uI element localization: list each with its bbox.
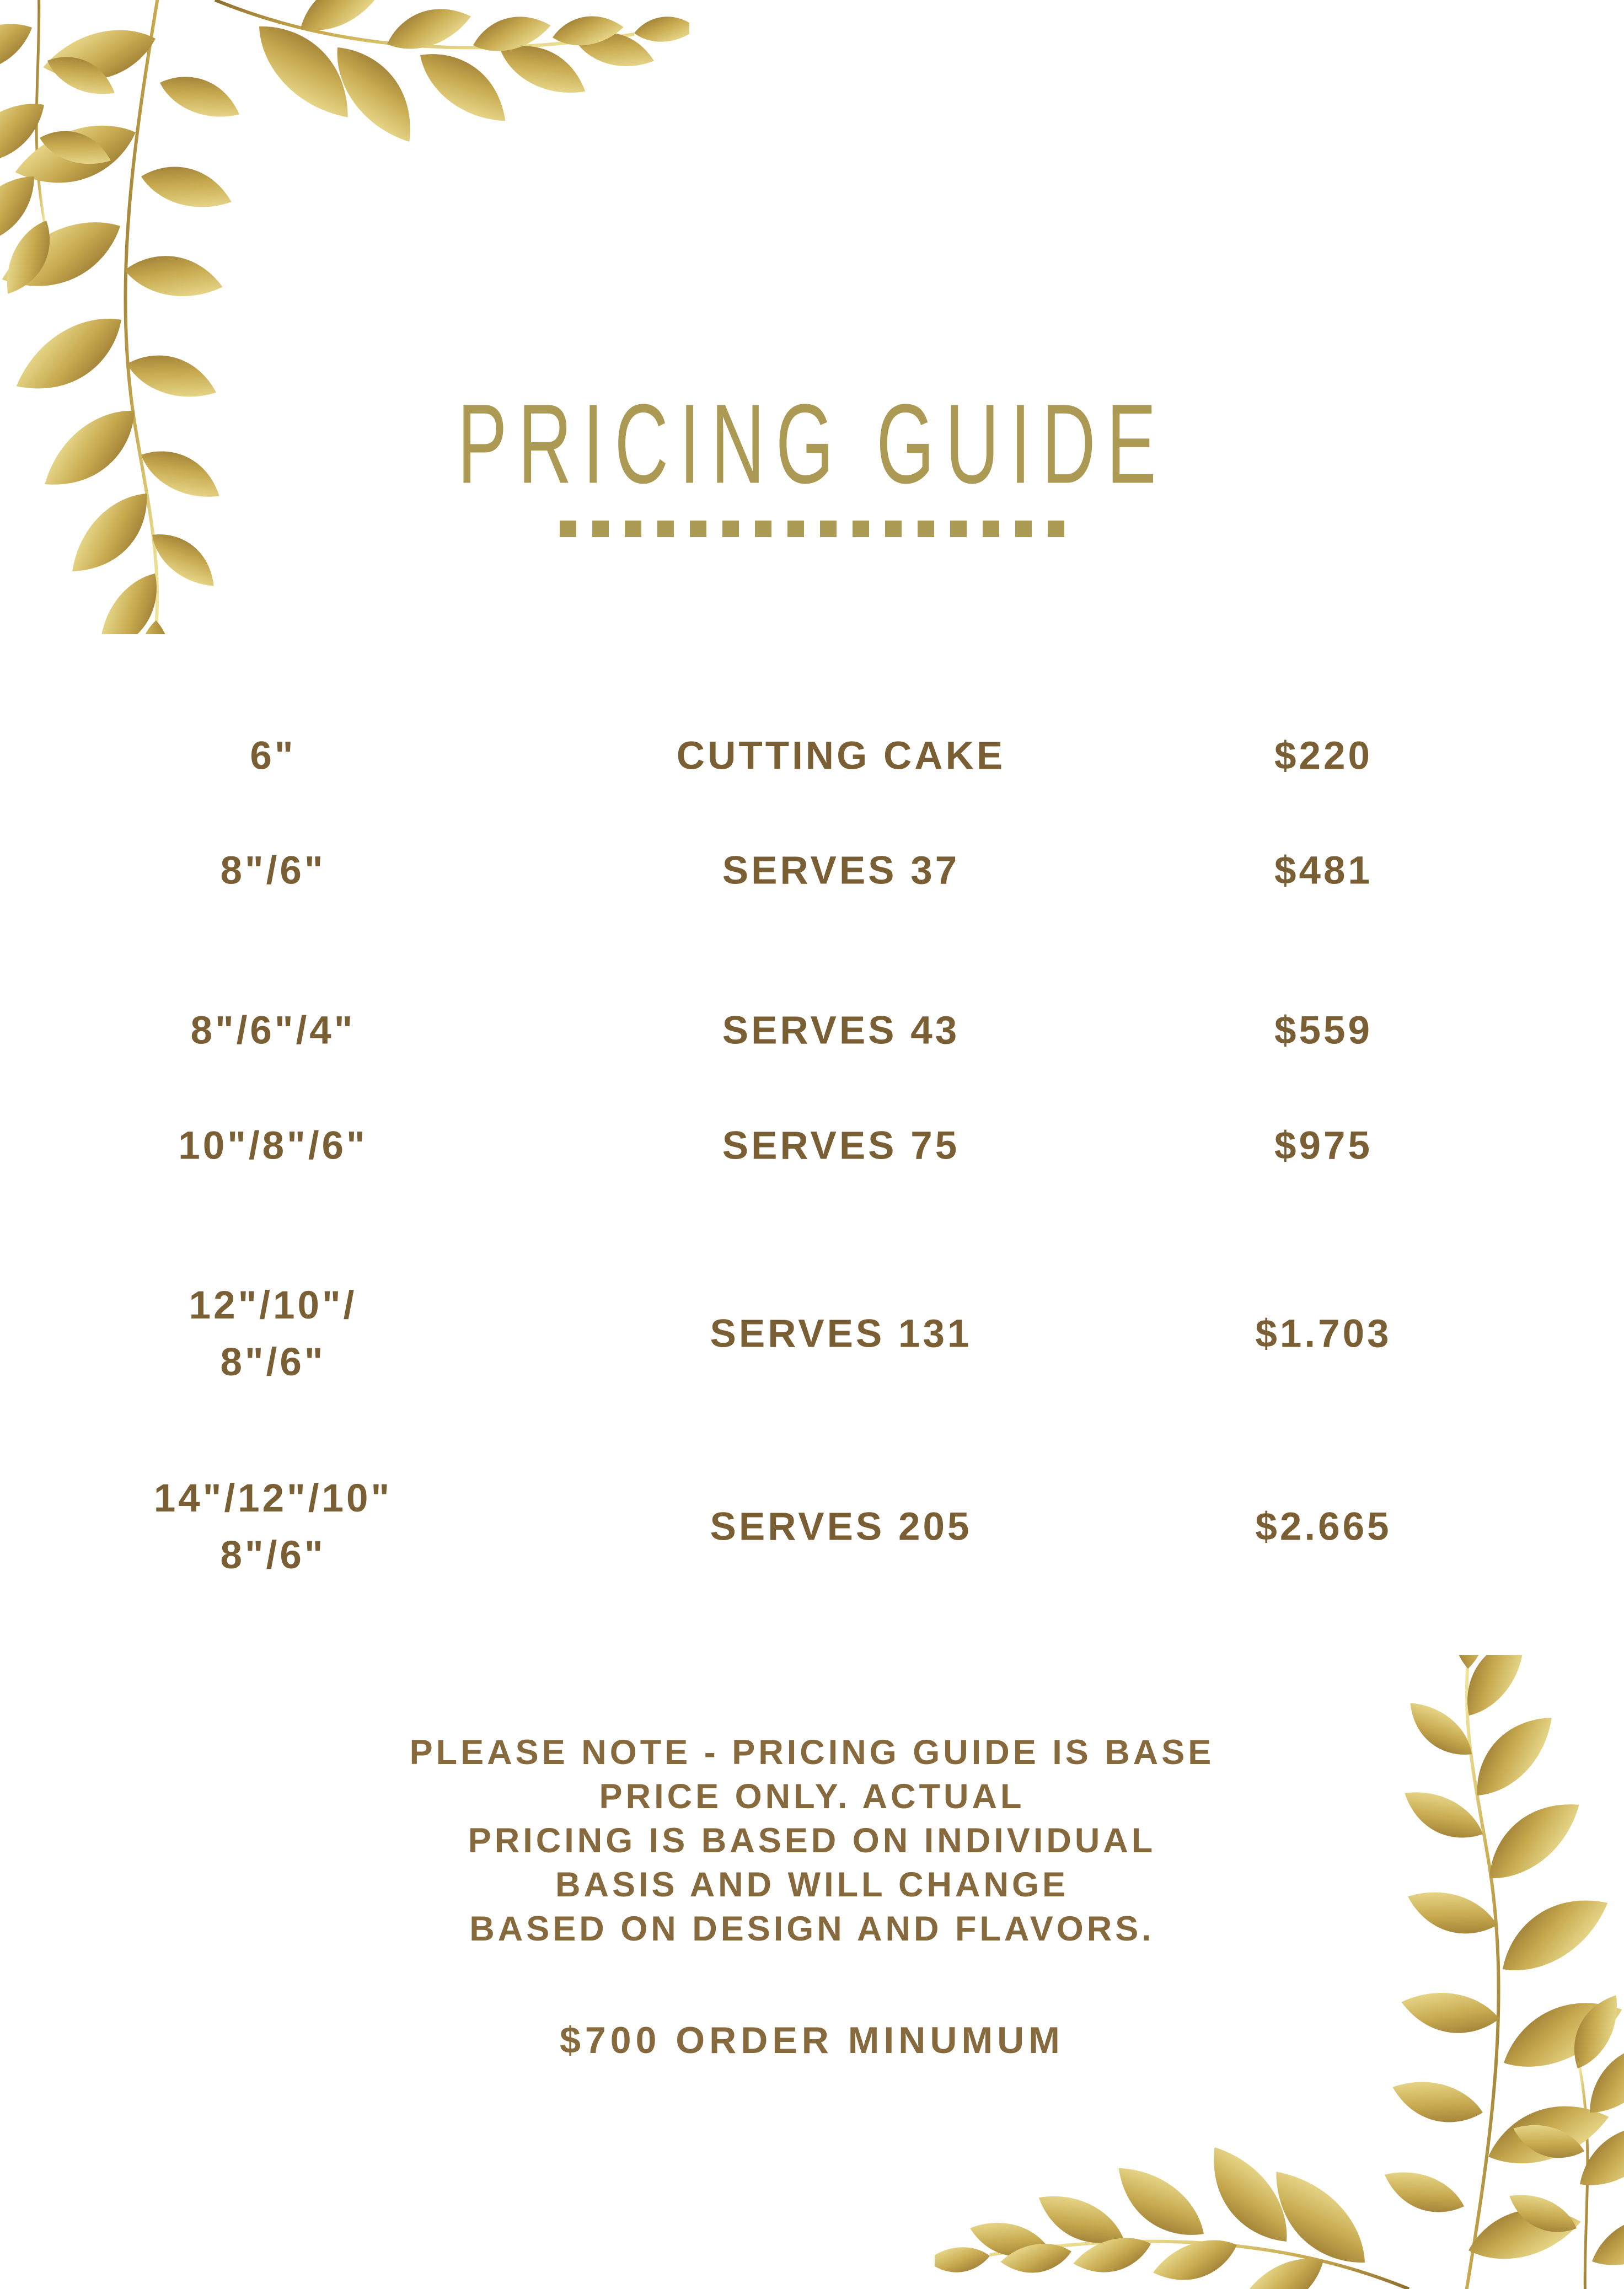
gold-leaves-top-left-icon <box>0 0 689 634</box>
row-5-size: 12"/10"/ 8"/6" <box>189 1284 357 1384</box>
divider-dash <box>1015 521 1032 537</box>
row-3-size: 8"/6"/4" <box>190 1009 356 1053</box>
divider-dash <box>918 521 934 537</box>
row-1-size: 6" <box>250 734 296 778</box>
divider-dash <box>950 521 967 537</box>
page-title: PRICING GUIDE <box>457 380 1167 507</box>
divider-dash <box>755 521 771 537</box>
pricing-note: PLEASE NOTE - PRICING GUIDE IS BASE PRIC… <box>409 1733 1215 1948</box>
divider-dash <box>820 521 837 537</box>
row-2-serves: SERVES 37 <box>722 849 960 893</box>
divider-dash <box>690 521 706 537</box>
divider-dash <box>657 521 674 537</box>
divider-dash <box>885 521 902 537</box>
divider-dash <box>560 521 576 537</box>
divider-dashes <box>0 521 1624 537</box>
row-2-size: 8"/6" <box>220 849 326 893</box>
row-5-serves: SERVES 131 <box>710 1312 972 1356</box>
divider-dash <box>1048 521 1064 537</box>
row-1-price: $220 <box>1274 734 1373 778</box>
row-3-price: $559 <box>1274 1009 1373 1053</box>
row-1-serves: CUTTING CAKE <box>676 734 1006 778</box>
order-minimum: $700 ORDER MINUMUM <box>560 2019 1064 2061</box>
divider-dash <box>722 521 739 537</box>
row-4-price: $975 <box>1274 1124 1373 1168</box>
divider-dash <box>592 521 609 537</box>
divider-dash <box>853 521 869 537</box>
row-4-size: 10"/8"/6" <box>178 1124 368 1168</box>
divider-dash <box>787 521 804 537</box>
row-4-serves: SERVES 75 <box>722 1124 960 1168</box>
row-2-price: $481 <box>1274 849 1373 893</box>
row-6-price: $2.665 <box>1255 1505 1392 1549</box>
divider-dash <box>983 521 999 537</box>
divider-dash <box>625 521 641 537</box>
row-6-serves: SERVES 205 <box>710 1505 972 1549</box>
row-3-serves: SERVES 43 <box>722 1009 960 1053</box>
row-5-price: $1.703 <box>1255 1312 1392 1356</box>
row-6-size: 14"/12"/10" 8"/6" <box>153 1477 393 1577</box>
